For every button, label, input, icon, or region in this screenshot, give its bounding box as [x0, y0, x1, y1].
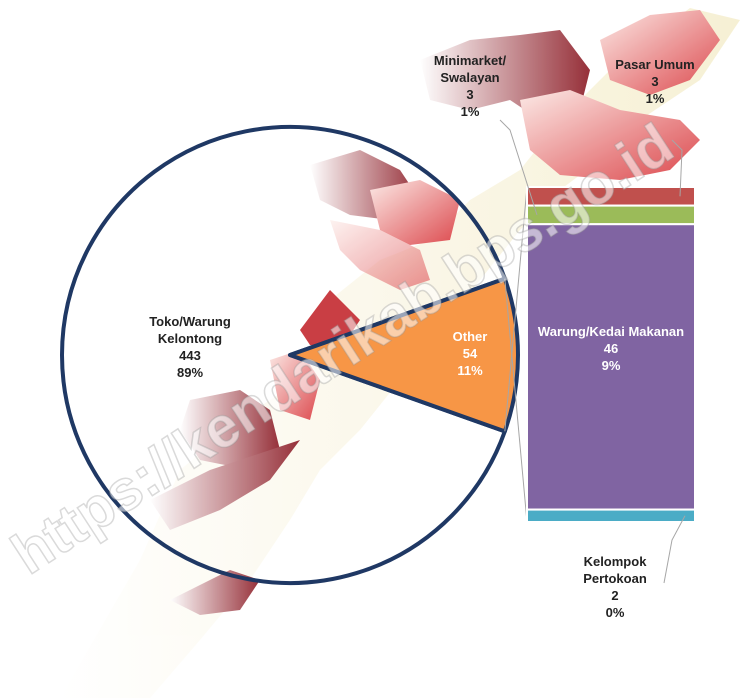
value: 54	[462, 346, 478, 361]
pie-slice	[60, 125, 507, 585]
value: 2	[611, 588, 619, 603]
percent: 1%	[645, 91, 665, 106]
connector	[504, 278, 528, 523]
data-label: Other 54 11%	[425, 328, 515, 379]
data-label: Kelompok Pertokoan 2 0%	[560, 553, 670, 621]
percent: 0%	[605, 605, 625, 620]
leader-line	[499, 119, 538, 216]
category-name: Kelompok Pertokoan	[583, 554, 647, 586]
value: 46	[603, 341, 619, 356]
percent: 1%	[460, 104, 480, 119]
category-name: Other	[452, 329, 488, 344]
data-label: Minimarket/ Swalayan 3 1%	[415, 52, 525, 120]
connector	[504, 186, 528, 432]
leader-line	[671, 139, 683, 197]
value: 3	[651, 74, 659, 89]
data-label: Warung/Kedai Makanan 46 9%	[537, 323, 685, 374]
percent: 89%	[176, 365, 204, 380]
pie-slice	[288, 276, 520, 434]
category-name: Toko/Warung Kelontong	[149, 314, 231, 346]
category-name: Pasar Umum	[615, 57, 695, 72]
category-name: Minimarket/ Swalayan	[433, 53, 507, 85]
percent: 11%	[457, 363, 483, 378]
data-label: Toko/Warung Kelontong 443 89%	[130, 313, 250, 381]
percent: 9%	[601, 358, 621, 373]
value: 443	[179, 348, 201, 363]
bar-segment	[526, 223, 696, 511]
category-name: Warung/Kedai Makanan	[537, 324, 685, 339]
value: 3	[466, 87, 474, 102]
data-label: Pasar Umum 3 1%	[600, 56, 710, 107]
leader-line	[663, 515, 686, 584]
bar-segment	[526, 508, 696, 523]
